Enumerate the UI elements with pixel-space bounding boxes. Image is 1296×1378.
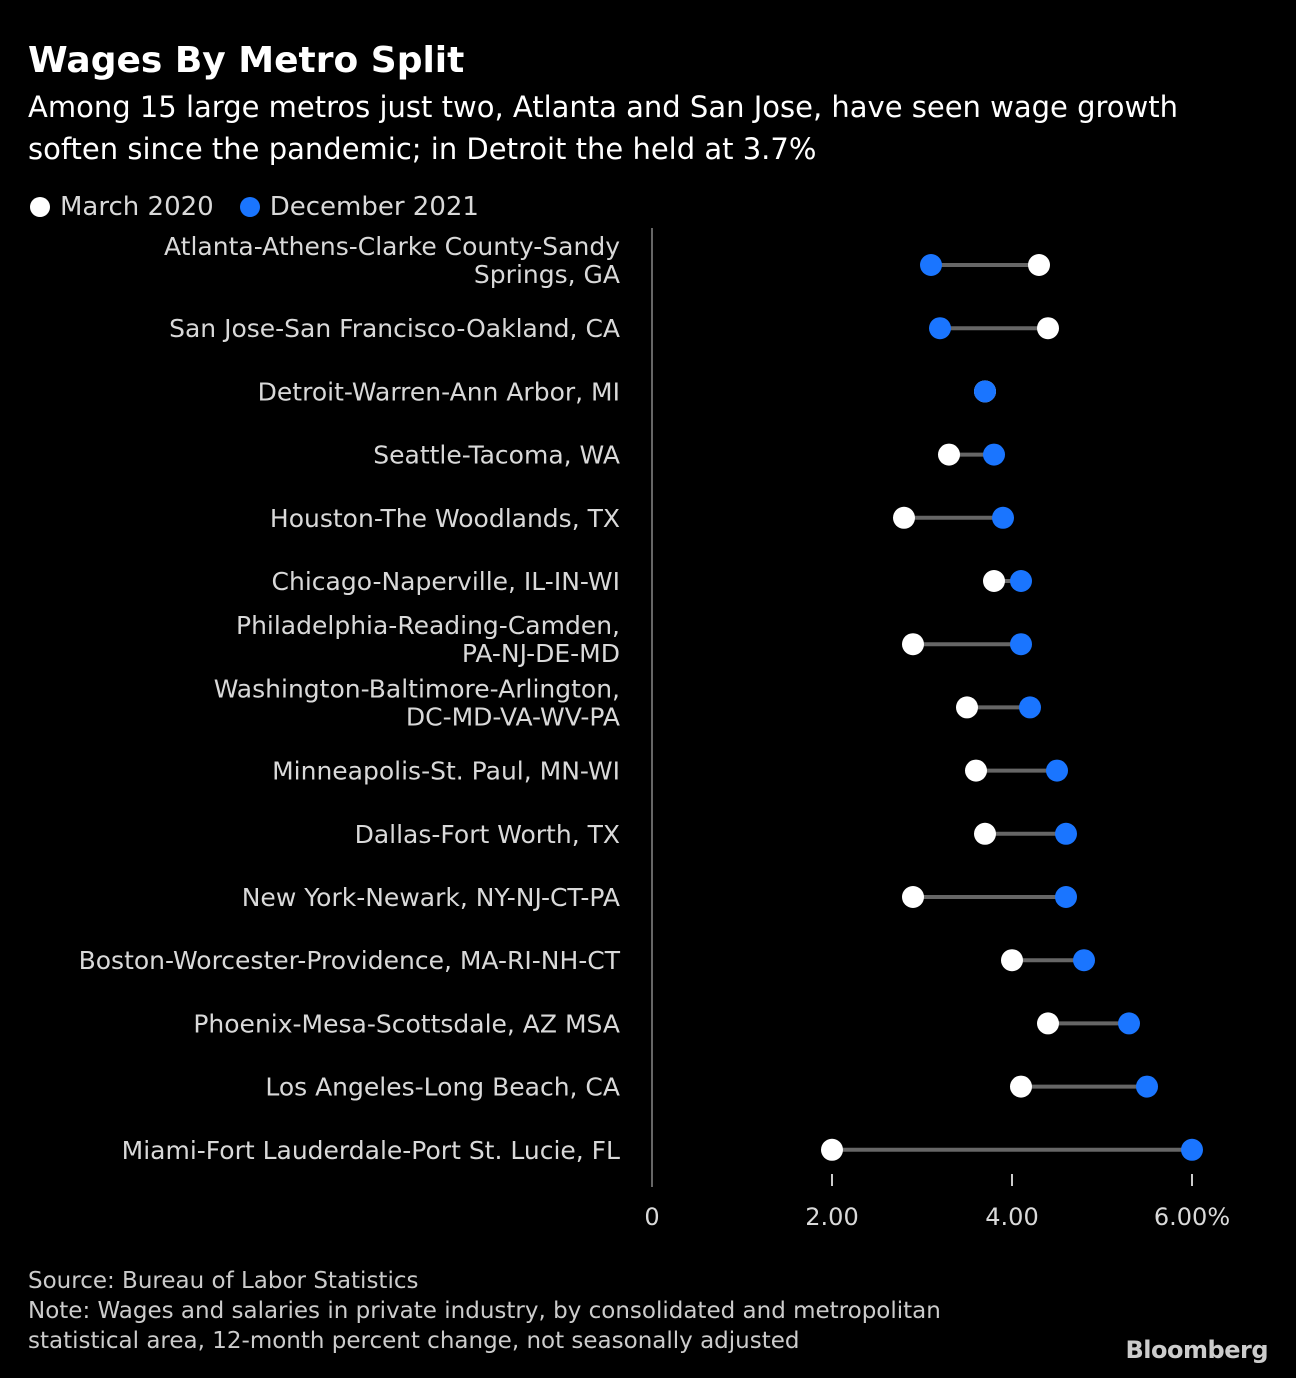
category-label: Seattle-Tacoma, WA [373, 441, 620, 470]
chart-title: Wages By Metro Split [28, 40, 465, 81]
x-tick-label: 0 [644, 1203, 659, 1231]
legend-swatch-december-2021 [239, 197, 260, 217]
point-march-2020 [893, 506, 915, 529]
category-label: San Jose-San Francisco-Oakland, CA [169, 314, 620, 343]
category-label: Phoenix-Mesa-Scottsdale, AZ MSA [193, 1009, 620, 1038]
source-note: Source: Bureau of Labor Statistics [28, 1268, 419, 1294]
bloomberg-logo: Bloomberg [1125, 1336, 1269, 1364]
category-label: Miami-Fort Lauderdale-Port St. Lucie, FL [122, 1136, 620, 1165]
footer: Source: Bureau of Labor Statistics Note:… [28, 1266, 941, 1356]
point-december-2021 [1073, 949, 1095, 972]
category-label: New York-Newark, NY-NJ-CT-PA [242, 883, 620, 912]
x-tick-label: 4.00 [985, 1203, 1038, 1231]
legend-label-december-2021: December 2021 [269, 192, 479, 222]
point-december-2021 [1010, 570, 1032, 592]
category-label: Philadelphia-Reading-Camden, [236, 611, 620, 640]
point-december-2021 [929, 317, 951, 340]
point-march-2020 [902, 886, 924, 908]
point-march-2020 [938, 443, 960, 466]
category-label: Dallas-Fort Worth, TX [355, 820, 620, 849]
point-march-2020 [1028, 254, 1050, 276]
point-december-2021 [992, 506, 1014, 529]
legend-item-march-2020: March 2020 [30, 192, 214, 222]
category-label: Boston-Worcester-Providence, MA-RI-NH-CT [79, 946, 621, 975]
point-march-2020 [1010, 1075, 1032, 1098]
legend: March 2020 December 2021 [30, 192, 505, 222]
legend-item-december-2021: December 2021 [239, 192, 479, 222]
point-march-2020 [956, 696, 978, 719]
category-label: Washington-Baltimore-Arlington, [214, 674, 620, 703]
point-december-2021 [1181, 1138, 1203, 1161]
point-march-2020 [1001, 949, 1023, 972]
note-line-1: Note: Wages and salaries in private indu… [28, 1298, 941, 1324]
x-tick-label: 6.00% [1154, 1203, 1230, 1231]
point-december-2021 [974, 380, 996, 403]
category-label: DC-MD-VA-WV-PA [406, 702, 620, 731]
category-label: Los Angeles-Long Beach, CA [265, 1073, 620, 1102]
category-label: Springs, GA [474, 260, 620, 289]
point-december-2021 [1136, 1075, 1158, 1098]
point-december-2021 [1019, 696, 1041, 719]
point-december-2021 [1010, 633, 1032, 656]
point-december-2021 [920, 254, 942, 276]
point-march-2020 [821, 1138, 843, 1161]
point-march-2020 [902, 633, 924, 656]
point-march-2020 [1037, 1012, 1059, 1035]
category-label: Atlanta-Athens-Clarke County-Sandy [164, 232, 620, 261]
category-label: Minneapolis-St. Paul, MN-WI [272, 757, 620, 786]
category-label: Detroit-Warren-Ann Arbor, MI [258, 377, 620, 406]
legend-label-march-2020: March 2020 [60, 192, 214, 222]
note-line-2: statistical area, 12-month percent chang… [28, 1328, 800, 1354]
point-march-2020 [965, 759, 987, 782]
point-december-2021 [983, 443, 1005, 466]
point-december-2021 [1046, 759, 1068, 782]
category-label: Chicago-Naperville, IL-IN-WI [272, 567, 620, 596]
point-march-2020 [1037, 317, 1059, 340]
point-december-2021 [1055, 822, 1077, 845]
x-tick-label: 2.00 [805, 1203, 858, 1231]
point-march-2020 [983, 570, 1005, 592]
legend-swatch-march-2020 [30, 197, 50, 217]
category-label: Houston-The Woodlands, TX [270, 504, 620, 533]
point-december-2021 [1055, 886, 1077, 908]
category-label: PA-NJ-DE-MD [462, 639, 620, 668]
dumbbell-chart: 0 2.00 4.00 6.00% Atlanta-Athens-Clarke Coun… [79, 228, 1230, 1231]
point-march-2020 [974, 822, 996, 845]
point-december-2021 [1118, 1012, 1140, 1035]
chart-subtitle: Among 15 large metros just two, Atlanta … [28, 90, 1179, 166]
